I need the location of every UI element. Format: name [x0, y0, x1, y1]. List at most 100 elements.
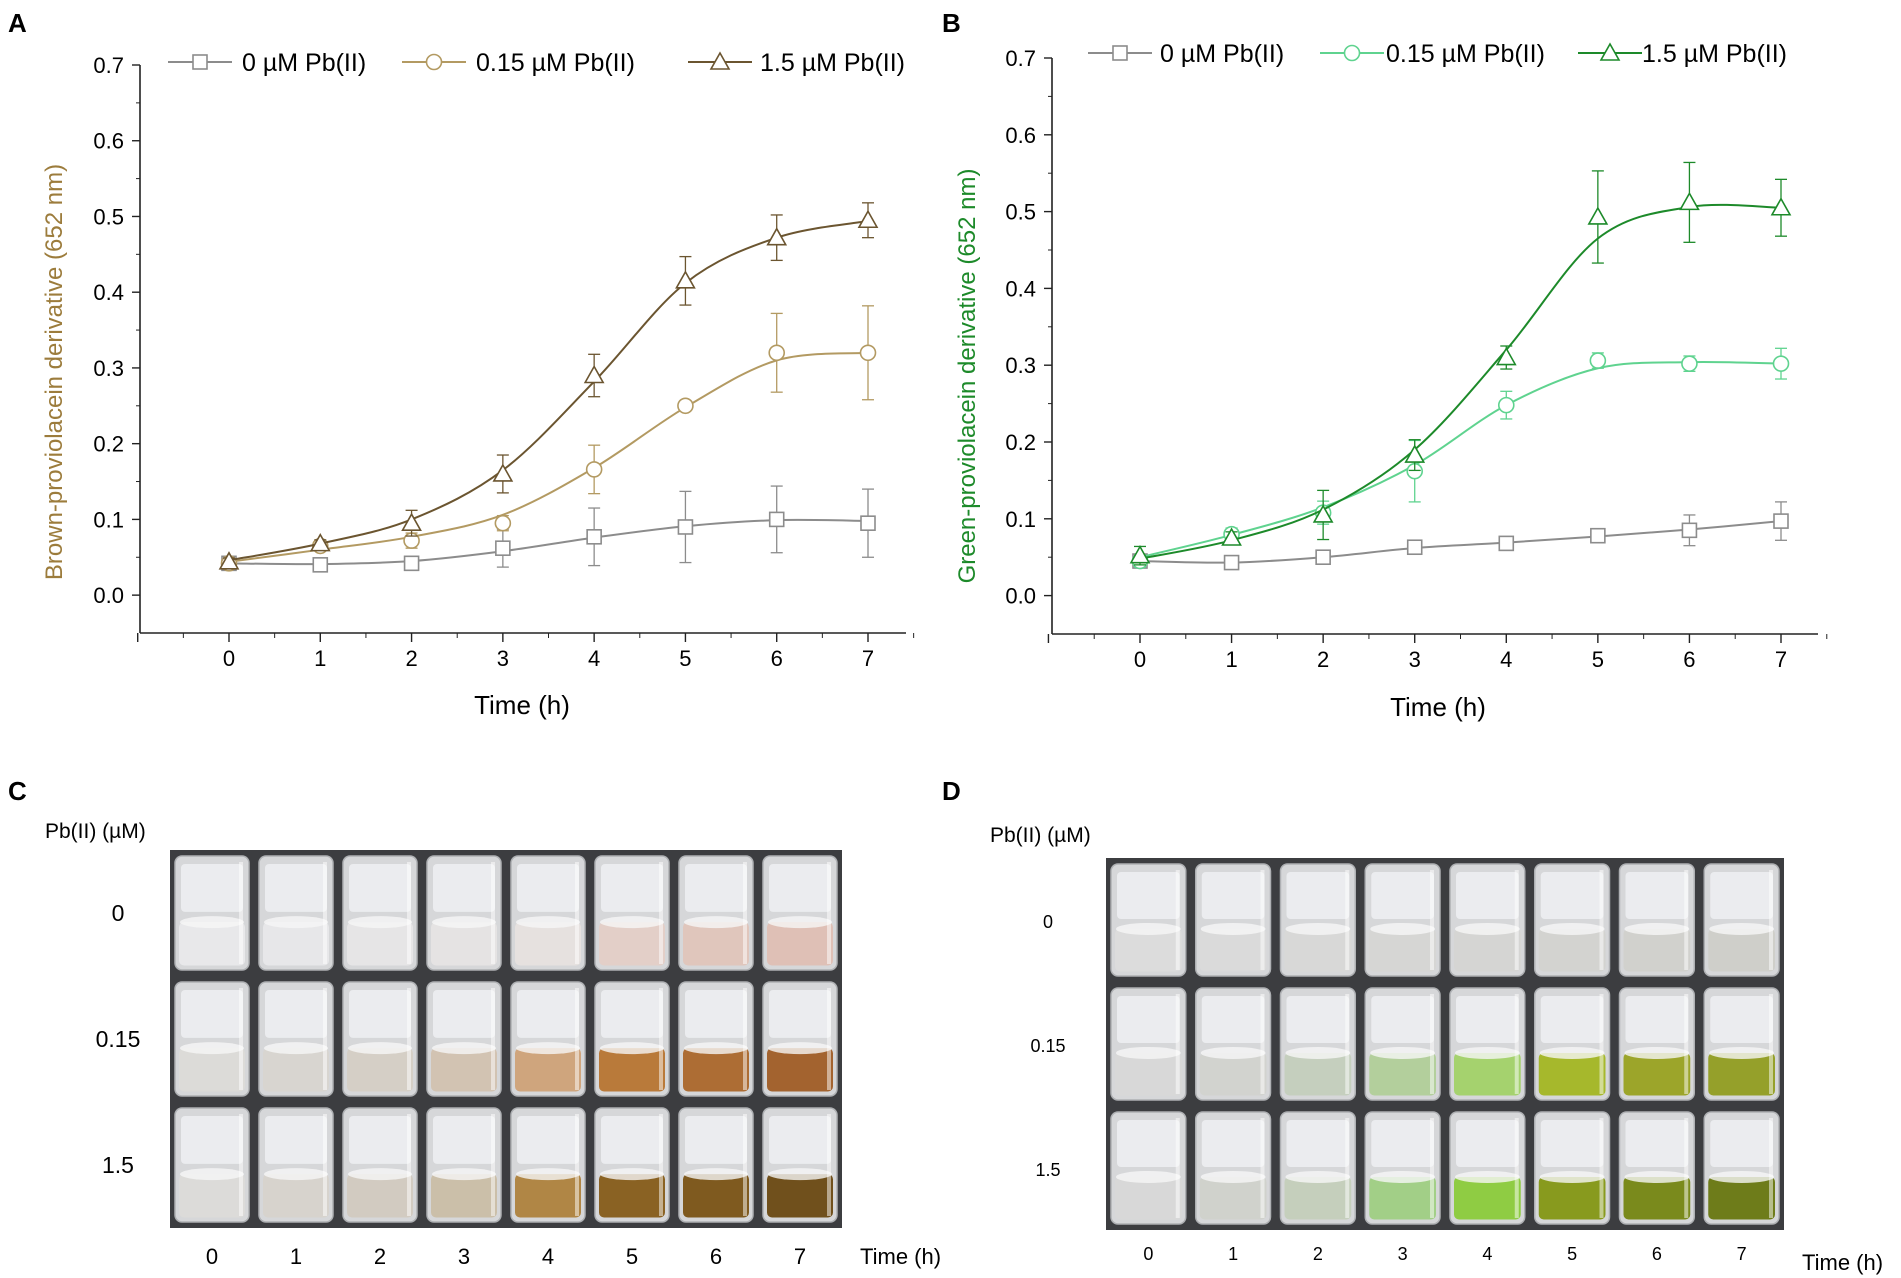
data-point-b-2 [1770, 197, 1792, 216]
cuvette-meniscus [1455, 922, 1520, 935]
cuvette-reflection [601, 1116, 663, 1164]
cuvette-meniscus [1539, 1046, 1605, 1059]
cuvette-shine [323, 988, 327, 1090]
cuvette-shine [1514, 870, 1519, 970]
cuvette-liquid [431, 1048, 497, 1092]
y-tick-label-b: 0.2 [1005, 430, 1036, 455]
cuvette-liquid [1369, 928, 1436, 972]
cuvette-shine [239, 862, 243, 964]
cuvette-reflection [517, 990, 579, 1038]
photo-row-label-d: 0 [1043, 912, 1053, 932]
photo-col-label-d: 6 [1652, 1244, 1662, 1264]
cuvette-meniscus [432, 1168, 496, 1181]
cuvette [1534, 987, 1611, 1101]
photo-d-axis-label: Time (h) [1802, 1250, 1883, 1275]
photo-col-label-c: 2 [374, 1244, 386, 1269]
cuvette-meniscus [264, 1168, 328, 1181]
photo-row-label-c: 0.15 [96, 1026, 141, 1052]
cuvette-liquid [599, 1048, 665, 1092]
cuvette-shine [575, 862, 579, 964]
cuvette-reflection [349, 864, 411, 912]
y-tick-label-a: 0.5 [93, 204, 124, 229]
cuvette [594, 855, 670, 971]
cuvette [678, 1107, 754, 1223]
cuvette-shine [1769, 994, 1773, 1094]
cuvette-reflection [517, 864, 579, 912]
cuvette-reflection [1371, 996, 1434, 1044]
cuvette-shine [1769, 1118, 1773, 1218]
cuvette-liquid [683, 1048, 749, 1092]
cuvette-shine [1260, 994, 1265, 1094]
cuvette-meniscus [348, 916, 412, 929]
series-a-2 [218, 202, 879, 570]
data-point-a-0 [677, 519, 694, 535]
cuvette [594, 1107, 670, 1223]
cuvette-meniscus [264, 916, 328, 929]
cuvette-shine [1599, 1118, 1604, 1218]
x-tick-label-a: 2 [405, 646, 417, 671]
cuvette-reflection [769, 1116, 831, 1164]
cuvette-liquid [179, 922, 245, 966]
cuvette-shine [407, 988, 411, 1090]
cuvette-meniscus [516, 1168, 580, 1181]
cuvette-meniscus [180, 916, 244, 929]
cuvette-shine [1514, 994, 1519, 1094]
cuvette [342, 1107, 418, 1223]
legend-item-a-0: 0 µM Pb(II) [168, 49, 366, 77]
cuvette-meniscus [1116, 1170, 1181, 1183]
data-point-b-0 [1590, 527, 1606, 544]
cuvette [1364, 987, 1441, 1101]
cuvette-meniscus [1539, 1170, 1605, 1183]
data-point-b-2 [1221, 527, 1242, 546]
cuvette-meniscus [1455, 1170, 1520, 1183]
y-tick-label-a: 0.2 [93, 432, 124, 457]
cuvette-meniscus [1285, 1046, 1351, 1059]
cuvette-reflection [1117, 1120, 1180, 1168]
cuvette-meniscus [768, 1042, 832, 1055]
cuvette-shine [743, 1114, 747, 1216]
x-tick-label-b: 3 [1409, 647, 1421, 672]
y-tick-label-a: 0.6 [93, 129, 124, 154]
y-tick-label-b: 0.4 [1005, 276, 1036, 301]
cuvette [1703, 1111, 1780, 1225]
cuvette [258, 981, 334, 1097]
x-tick-label-a: 3 [497, 646, 509, 671]
cuvette-liquid [1199, 1052, 1267, 1096]
cuvette-reflection [1456, 1120, 1519, 1168]
cuvette-liquid [347, 1048, 413, 1092]
fit-curve-a-2 [228, 220, 869, 562]
cuvette-reflection [181, 990, 243, 1038]
cuvette-reflection [1540, 996, 1604, 1044]
x-tick-label-a: 4 [588, 646, 600, 671]
data-point-b-2 [1129, 545, 1151, 564]
series-b-2 [1129, 161, 1792, 566]
cuvette-reflection [265, 990, 327, 1038]
x-axis-label-b: Time (h) [1390, 692, 1486, 722]
photo-col-label-c: 4 [542, 1244, 554, 1269]
cuvette-shine [743, 862, 747, 964]
legend-label-b-0: 0 µM Pb(II) [1160, 40, 1284, 68]
legend-label-a-2: 1.5 µM Pb(II) [760, 49, 905, 77]
cuvette-liquid [347, 1174, 413, 1218]
cuvette [1618, 863, 1695, 977]
cuvette-reflection [1286, 1120, 1350, 1168]
data-point-a-1 [768, 344, 786, 362]
cuvette-meniscus [1539, 922, 1605, 935]
cuvette-shine [1175, 1118, 1180, 1218]
cuvette-liquid [1708, 928, 1775, 972]
data-point-a-0 [403, 555, 420, 572]
cuvette-liquid [515, 1174, 581, 1218]
photo-d-row-title: Pb(II) (µM) [990, 824, 1091, 847]
cuvette-shine [575, 988, 579, 1090]
legend-item-a-1: 0.15 µM Pb(II) [402, 49, 635, 77]
data-point-a-2 [766, 227, 788, 246]
data-point-a-1 [585, 461, 603, 478]
cuvette-reflection [685, 1116, 747, 1164]
cuvette [1364, 863, 1441, 977]
cuvette [174, 1107, 250, 1223]
cuvette-reflection [1625, 872, 1689, 920]
cuvette [258, 1107, 334, 1223]
photo-col-label-c: 0 [206, 1244, 218, 1269]
cuvette-liquid [1538, 1176, 1606, 1220]
data-point-a-2 [401, 512, 422, 531]
